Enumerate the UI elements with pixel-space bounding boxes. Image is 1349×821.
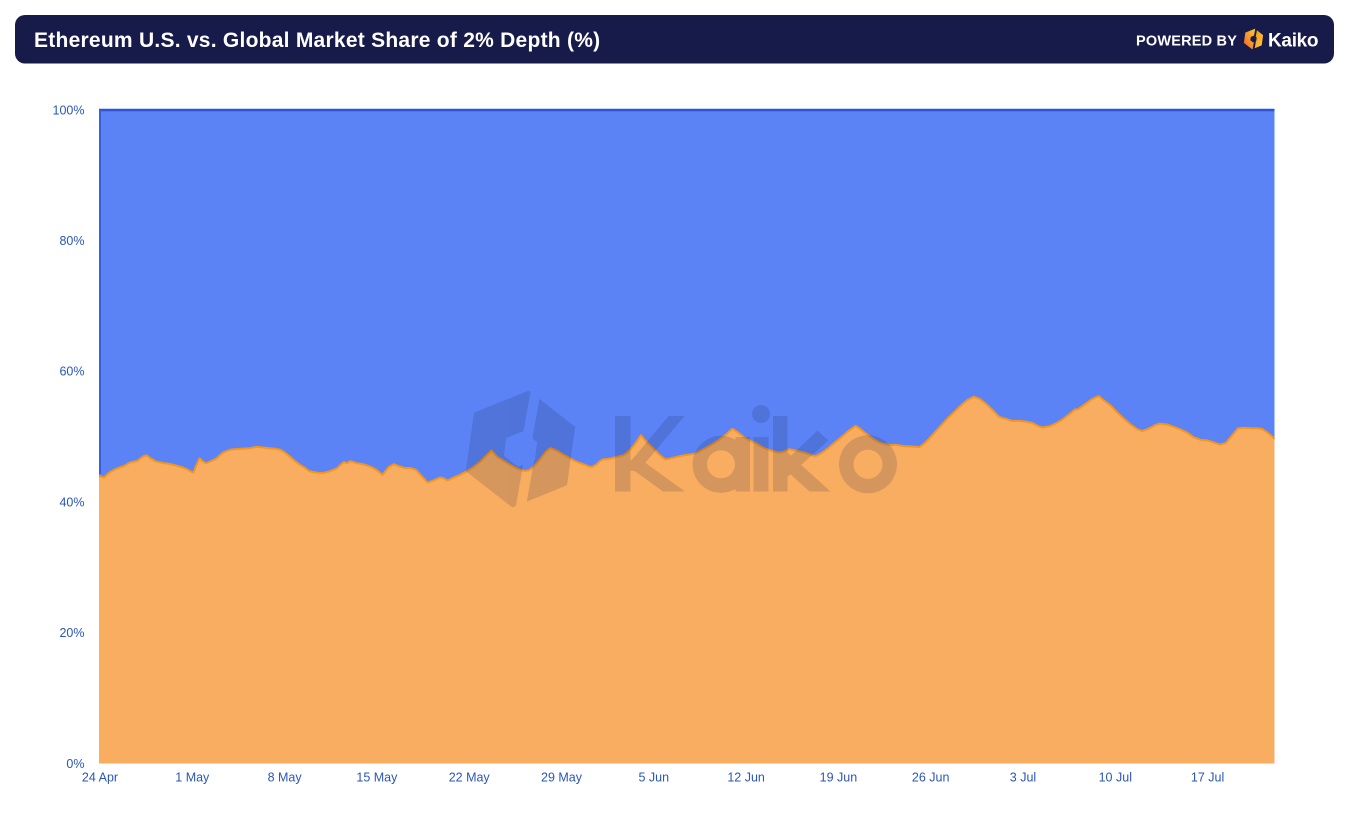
svg-text:20%: 20% [59, 626, 84, 640]
svg-text:15 May: 15 May [356, 771, 398, 785]
svg-text:5 Jun: 5 Jun [639, 771, 670, 785]
svg-text:12 Jun: 12 Jun [727, 771, 765, 785]
svg-text:Ethereum U.S. vs. Global Marke: Ethereum U.S. vs. Global Market Share of… [34, 29, 600, 52]
svg-text:POWERED BY: POWERED BY [1136, 34, 1237, 50]
svg-text:8 May: 8 May [268, 771, 303, 785]
svg-text:0%: 0% [66, 757, 84, 771]
svg-text:60%: 60% [59, 365, 84, 379]
svg-text:40%: 40% [59, 495, 84, 509]
svg-text:80%: 80% [59, 234, 84, 248]
svg-text:Kaiko: Kaiko [1268, 31, 1318, 52]
svg-text:3 Jul: 3 Jul [1010, 771, 1036, 785]
svg-text:26 Jun: 26 Jun [912, 771, 950, 785]
svg-text:29 May: 29 May [541, 771, 583, 785]
svg-text:17 Jul: 17 Jul [1191, 771, 1224, 785]
svg-text:1 May: 1 May [175, 771, 210, 785]
svg-text:19 Jun: 19 Jun [820, 771, 858, 785]
svg-text:100%: 100% [53, 103, 85, 117]
svg-text:10 Jul: 10 Jul [1099, 771, 1132, 785]
svg-text:22 May: 22 May [449, 771, 491, 785]
svg-text:24 Apr: 24 Apr [82, 771, 118, 785]
